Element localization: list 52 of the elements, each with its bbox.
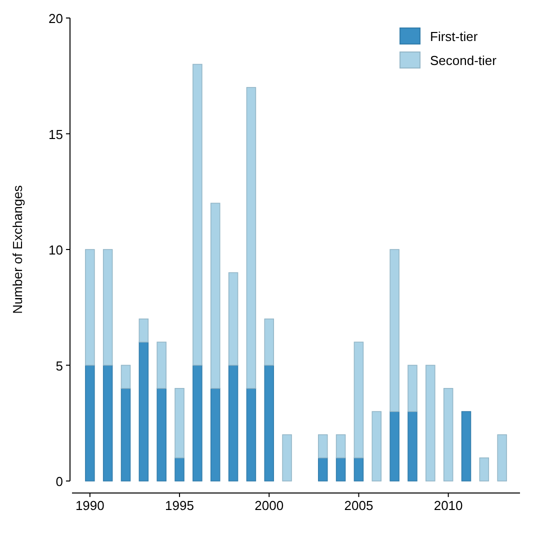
bar (138, 342, 149, 482)
bar (354, 342, 364, 458)
bar (443, 388, 454, 482)
y-tick-label: 10 (48, 242, 63, 258)
bar (228, 364, 238, 482)
y-tick-label: 15 (48, 126, 63, 142)
bar (461, 411, 472, 482)
bar (408, 364, 418, 412)
bar (210, 202, 220, 389)
bar (390, 249, 400, 412)
y-tick-label: 5 (56, 358, 63, 374)
legend-label: Second-tier (430, 53, 498, 68)
bar (408, 411, 418, 482)
legend-label: First-tier (430, 29, 478, 44)
bar (192, 64, 202, 366)
x-tick-label: 1990 (75, 498, 104, 513)
bar (246, 87, 256, 389)
bar (264, 364, 274, 482)
bar (336, 457, 346, 482)
bar (192, 364, 202, 482)
y-tick-label: 20 (48, 11, 63, 26)
bar (390, 411, 400, 482)
bar (102, 364, 113, 482)
x-tick-label: 2005 (344, 498, 374, 513)
bar (174, 457, 184, 482)
bar (246, 388, 256, 482)
bar (85, 249, 95, 366)
x-tick-label: 1995 (165, 498, 194, 513)
bar (282, 434, 292, 482)
y-axis-title: Number of Exchanges (10, 184, 25, 314)
bar (85, 364, 95, 482)
bar (120, 388, 131, 482)
bar (497, 434, 507, 482)
bar (228, 272, 238, 366)
bar (138, 318, 149, 342)
bar (156, 342, 166, 389)
bar (264, 318, 274, 366)
bar (372, 411, 382, 482)
bar (120, 364, 131, 389)
bar (426, 364, 436, 482)
y-tick-label: 0 (56, 474, 63, 489)
bar (318, 434, 328, 458)
bar (210, 388, 220, 482)
bar (102, 249, 113, 366)
bar (479, 457, 490, 482)
bar (156, 388, 166, 482)
bar (318, 457, 328, 482)
bar (174, 388, 184, 458)
bar (336, 434, 346, 458)
x-tick-label: 2010 (434, 498, 463, 513)
bar (354, 457, 364, 482)
x-tick-label: 2000 (254, 498, 284, 513)
